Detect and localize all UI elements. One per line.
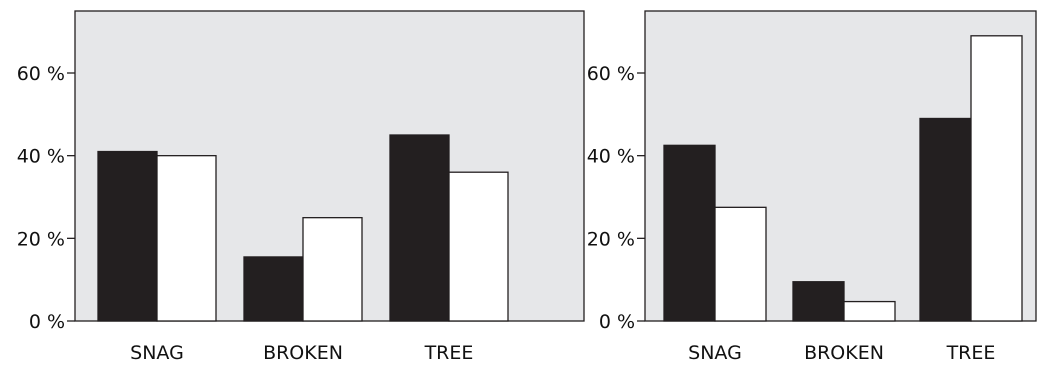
x-tick-label: SNAG xyxy=(688,342,742,364)
bar-tree-series-1 xyxy=(919,117,972,322)
x-tick-label: TREE xyxy=(424,342,474,364)
y-tick-label: 60 % xyxy=(587,63,635,85)
bar-broken-series-1 xyxy=(792,281,845,322)
bar-tree-series-2 xyxy=(970,35,1023,322)
chart-2: 0 % 20 % 40 % 60 % SNAG BROKEN TREE xyxy=(587,10,1037,364)
y-tick-label: 0 % xyxy=(599,311,635,333)
bar-snag-series-2 xyxy=(156,155,217,322)
bar-snag-series-2 xyxy=(714,206,767,322)
y-tick-label: 40 % xyxy=(17,146,65,168)
y-tick-label: 0 % xyxy=(29,311,65,333)
bar-snag-series-1 xyxy=(97,150,158,322)
x-tick-label: BROKEN xyxy=(263,342,343,364)
chart-1: 0 % 20 % 40 % 60 % SNAG BROKEN TREE xyxy=(17,10,585,364)
y-tick-label: 60 % xyxy=(17,63,65,85)
x-tick-label: SNAG xyxy=(130,342,184,364)
x-tick-label: BROKEN xyxy=(804,342,884,364)
bar-broken-series-2 xyxy=(843,300,896,322)
bar-broken-series-2 xyxy=(302,217,363,322)
y-tick-label: 20 % xyxy=(587,228,635,250)
bar-tree-series-1 xyxy=(389,134,450,322)
bar-tree-series-2 xyxy=(448,171,509,322)
y-tick-label: 40 % xyxy=(587,146,635,168)
bar-snag-series-1 xyxy=(663,144,716,322)
bar-broken-series-1 xyxy=(243,256,304,322)
x-tick-label: TREE xyxy=(946,342,996,364)
y-tick-label: 20 % xyxy=(17,228,65,250)
